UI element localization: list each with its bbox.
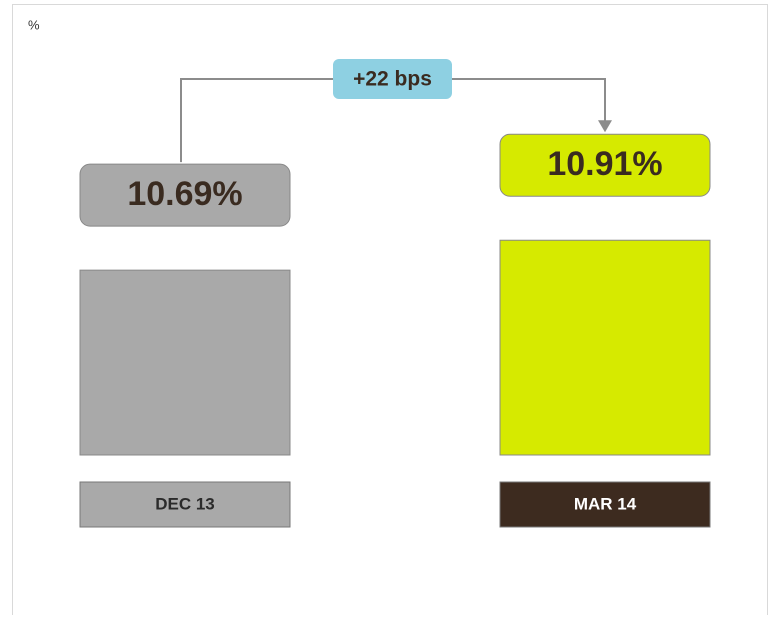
bar — [499, 239, 711, 456]
category-box — [499, 481, 711, 528]
category-label: MAR 14 — [574, 494, 637, 513]
bar — [79, 269, 291, 456]
unit-label: % — [28, 17, 40, 32]
value-label: 10.69% — [127, 175, 242, 213]
annotation: +22 bps — [353, 68, 432, 91]
connector — [180, 78, 606, 163]
value-label: 10.91% — [547, 145, 662, 183]
value-label-box — [79, 163, 291, 227]
value-label-box — [499, 133, 711, 197]
category-box — [79, 481, 291, 528]
arrow-head — [598, 120, 612, 133]
annotation-box — [333, 59, 452, 99]
category-label: DEC 13 — [155, 494, 215, 513]
